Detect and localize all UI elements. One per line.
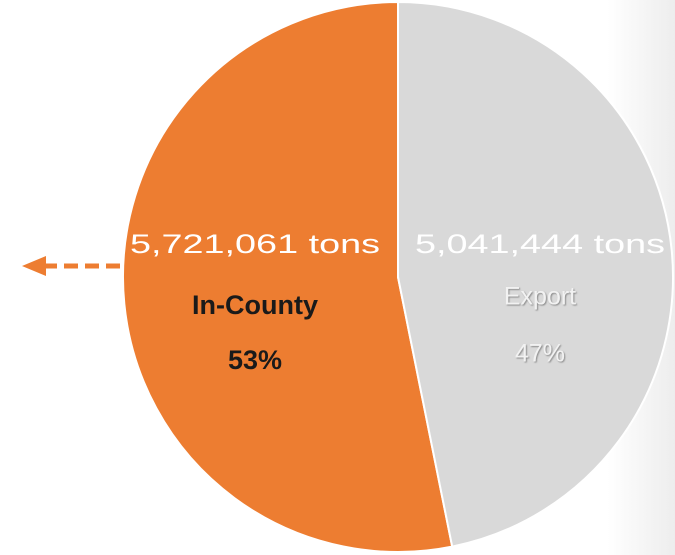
pie-slice <box>397 0 674 548</box>
value-label: 5,721,061 tons <box>130 229 380 259</box>
category-label: In-County <box>192 290 318 320</box>
arrow-head <box>22 256 46 276</box>
category-label: Export <box>504 283 576 311</box>
pie-slice <box>122 0 454 553</box>
percentage-label: 53% <box>228 345 282 375</box>
percentage-label: 47% <box>515 340 565 368</box>
value-label: 5,041,444 tons <box>415 229 665 259</box>
